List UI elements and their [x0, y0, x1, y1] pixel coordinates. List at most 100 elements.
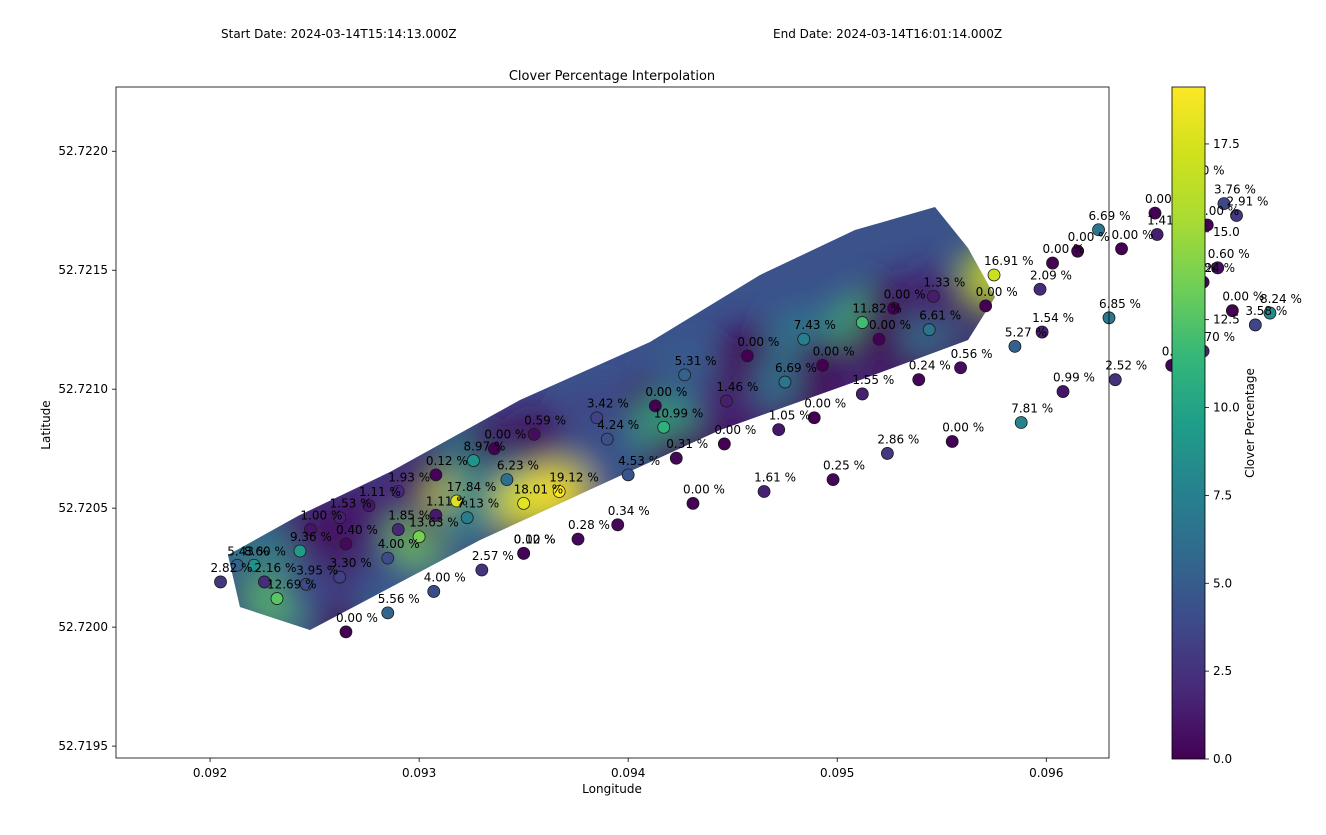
sample-point — [230, 558, 244, 572]
sample-value-label: 2.09 % — [1030, 268, 1072, 282]
sample-value-label: 1.11 % — [426, 494, 468, 508]
sample-point — [807, 411, 821, 425]
sample-point — [954, 361, 967, 375]
sample-value-label: 16.91 % — [984, 254, 1034, 268]
colorbar-gradient — [1171, 86, 1206, 760]
sample-point — [247, 558, 261, 572]
y-tick-label: 52.7200 — [58, 620, 108, 634]
sample-point — [333, 570, 347, 584]
sample-value-label: 3.95 % — [296, 563, 338, 577]
sample-point — [720, 394, 733, 408]
sample-value-label: 6.61 % — [919, 309, 961, 323]
sample-point — [717, 437, 731, 451]
sample-value-label: 0.24 % — [909, 359, 951, 373]
x-tick-label: 0.096 — [1029, 766, 1063, 780]
sample-value-label: 10.99 % — [654, 406, 704, 420]
sample-value-label: 0.56 % — [951, 347, 993, 361]
sample-value-label: 0.00 % — [645, 385, 687, 399]
sample-value-label: 1.93 % — [388, 471, 430, 485]
sample-value-label: 1.46 % — [716, 380, 758, 394]
y-tick-label: 52.7210 — [58, 382, 108, 396]
sample-point — [299, 577, 313, 591]
sample-point — [855, 316, 869, 329]
sample-point — [1033, 282, 1047, 296]
sample-point — [648, 399, 662, 413]
sample-point — [391, 485, 405, 498]
sample-value-label: 0.25 % — [823, 459, 865, 473]
sample-value-label: 19.12 % — [549, 471, 599, 485]
sample-point — [778, 375, 792, 389]
colorbar-ticks: 0.0 2.5 5.0 7.5 10.0 12.5 15.0 17.5 — [1205, 137, 1240, 766]
sample-point — [590, 411, 604, 425]
sample-point — [270, 592, 284, 605]
x-tick-label: 0.094 — [611, 766, 645, 780]
sample-point — [757, 485, 771, 498]
sample-value-label: 6.85 % — [1099, 297, 1141, 311]
sample-point — [669, 451, 683, 465]
sample-value-label: 5.56 % — [378, 592, 420, 606]
sample-value-label: 0.00 % — [683, 482, 725, 496]
sample-value-label: 11.82 % — [852, 302, 902, 316]
sample-value-label: 7.81 % — [1011, 402, 1053, 416]
colorbar-tick-label: 2.5 — [1213, 664, 1232, 678]
y-axis-label: Latitude — [39, 400, 53, 449]
sample-value-label: 1.33 % — [923, 275, 965, 289]
sample-point — [427, 585, 441, 598]
x-tick-label: 0.092 — [193, 766, 227, 780]
end-date-label: End Date: 2024-03-14T16:01:14.000Z — [773, 27, 1003, 41]
sample-point — [552, 485, 566, 498]
sample-point — [872, 332, 886, 346]
sample-point — [855, 387, 869, 401]
sample-value-label: 2.86 % — [877, 432, 919, 446]
sample-value-label: 8.24 % — [1260, 292, 1302, 306]
sample-value-label: 1.05 % — [769, 409, 811, 423]
sample-value-label: 4.00 % — [424, 570, 466, 584]
sample-point — [657, 420, 671, 434]
sample-point — [1092, 223, 1105, 237]
sample-value-label: 0.00 % — [1112, 228, 1154, 242]
sample-value-label: 0.28 % — [568, 518, 610, 532]
sample-value-label: 4.53 % — [618, 454, 660, 468]
sample-value-label: 1.00 % — [300, 509, 342, 523]
sample-point — [797, 332, 811, 346]
sample-value-label: 9.36 % — [290, 530, 332, 544]
sample-point — [1217, 197, 1231, 210]
sample-point — [611, 518, 625, 532]
colorbar-label: Clover Percentage — [1243, 368, 1257, 478]
sample-point — [887, 301, 901, 315]
sample-point — [1211, 261, 1225, 275]
sample-point — [1115, 242, 1128, 256]
sample-point — [1008, 339, 1022, 353]
x-axis-label: Longitude — [582, 782, 642, 796]
sample-point — [1248, 318, 1262, 332]
sample-value-label: 0.00 % — [737, 335, 779, 349]
plot-frame — [115, 86, 1110, 759]
sample-value-label: 0.00 % — [942, 421, 984, 435]
sample-point — [816, 358, 829, 372]
colorbar-tick-label: 0.0 — [1213, 752, 1232, 766]
sample-markers — [214, 178, 1277, 639]
sample-point — [979, 299, 993, 313]
sample-point — [1046, 256, 1059, 270]
sample-value-label: 8.60 % — [244, 544, 286, 558]
sample-value-label: 0.99 % — [1053, 371, 1095, 385]
sample-value-label: 3.30 % — [330, 556, 372, 570]
sample-point — [1035, 325, 1049, 339]
y-tick-label: 52.7195 — [58, 739, 108, 753]
sample-value-label: 2.91 % — [1227, 194, 1269, 208]
sample-value-label: 18.01 % — [514, 482, 564, 496]
colorbar-tick-label: 5.0 — [1213, 576, 1232, 590]
sample-point — [740, 349, 754, 363]
sample-point — [1225, 304, 1239, 318]
sample-value-label: 1.85 % — [388, 509, 430, 523]
sample-point — [1108, 373, 1122, 387]
sample-value-label: 0.00 % — [869, 318, 911, 332]
sample-point — [1230, 209, 1243, 222]
sample-value-label: 6.69 % — [1089, 209, 1131, 223]
sample-value-label: 3.76 % — [1214, 183, 1256, 197]
sample-value-label: 0.00 % — [884, 287, 926, 301]
sample-point — [1148, 206, 1162, 220]
colorbar-tick-label: 7.5 — [1213, 488, 1232, 502]
sample-value-label: 12.69 % — [267, 578, 317, 592]
